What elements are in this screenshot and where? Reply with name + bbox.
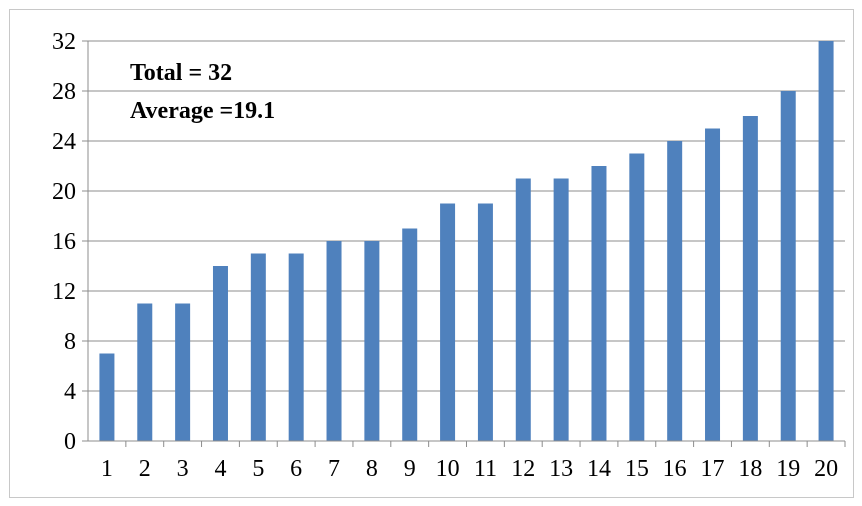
bar-13	[553, 178, 569, 441]
y-tick-label: 4	[64, 379, 76, 405]
x-tick-label: 3	[177, 456, 189, 482]
y-tick-label: 0	[64, 429, 76, 455]
bar-18	[742, 116, 758, 441]
y-tick-label: 16	[52, 229, 76, 255]
x-tick-label: 7	[328, 456, 340, 482]
bar-3	[175, 303, 191, 441]
bar-8	[364, 241, 380, 441]
x-tick-label: 10	[436, 456, 460, 482]
bar-6	[288, 253, 304, 441]
x-tick-label: 17	[701, 456, 725, 482]
x-tick-label: 1	[101, 456, 113, 482]
y-tick-label: 8	[64, 329, 76, 355]
bar-12	[515, 178, 531, 441]
gridlines	[88, 40, 845, 392]
bar-16	[667, 141, 683, 441]
bar-9	[402, 228, 418, 441]
bar-5	[250, 253, 266, 441]
x-tick-label: 15	[625, 456, 649, 482]
bar-1	[99, 353, 115, 441]
y-tick-label: 32	[52, 29, 76, 55]
x-tick-label: 20	[814, 456, 838, 482]
x-tick-label: 16	[663, 456, 687, 482]
bar-11	[477, 203, 493, 441]
x-tick-label: 2	[139, 456, 151, 482]
y-tick-label: 12	[52, 279, 76, 305]
annotation-total: Total = 32	[130, 60, 232, 86]
bar-2	[137, 303, 153, 441]
x-tick-labels: 1 2 3 4 5 6 7 8 9 10 11 12 13 14 15 16 17 18 19 20	[101, 456, 838, 482]
x-tick-label: 13	[549, 456, 573, 482]
y-tick-label: 20	[52, 179, 76, 205]
x-tick-label: 8	[366, 456, 378, 482]
x-tick-label: 6	[290, 456, 302, 482]
bars	[99, 41, 834, 441]
bar-14	[591, 166, 607, 441]
bar-20	[818, 41, 834, 441]
x-tick-label: 18	[738, 456, 762, 482]
bar-7	[326, 241, 342, 441]
y-tick-label: 24	[52, 129, 76, 155]
y-tick-label: 28	[52, 79, 76, 105]
x-tick-label: 11	[474, 456, 497, 482]
y-tick-labels: 0 4 8 12 16 20 24 28 32	[52, 29, 76, 455]
bar-10	[440, 203, 456, 441]
axes	[82, 40, 846, 447]
x-tick-label: 12	[511, 456, 535, 482]
x-tick-label: 14	[587, 456, 611, 482]
bar-15	[629, 153, 645, 441]
x-tick-label: 19	[776, 456, 800, 482]
annotation-average: Average =19.1	[130, 98, 275, 124]
x-tick-label: 4	[214, 456, 226, 482]
bar-4	[212, 266, 228, 441]
bar-19	[780, 91, 796, 441]
x-tick-label: 5	[252, 456, 264, 482]
bar-17	[705, 128, 721, 441]
x-tick-label: 9	[404, 456, 416, 482]
